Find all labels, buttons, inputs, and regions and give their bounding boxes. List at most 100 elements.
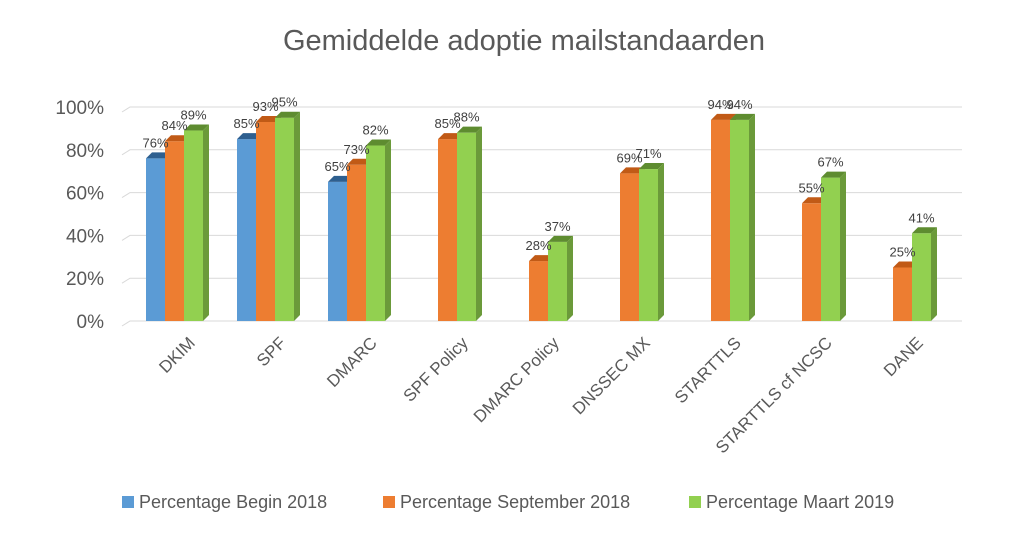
y-tick-label: 20% xyxy=(66,269,104,290)
x-tick-label: DMARC Policy xyxy=(470,333,563,426)
legend-swatch xyxy=(689,496,701,508)
bar-side xyxy=(203,124,209,321)
data-label: 93% xyxy=(252,99,278,114)
bar-front xyxy=(548,241,567,321)
bar-side xyxy=(476,126,482,322)
data-label: 76% xyxy=(142,135,168,150)
bar-front xyxy=(146,158,165,321)
bar-front xyxy=(366,145,385,321)
bar-top xyxy=(730,113,755,120)
data-label: 65% xyxy=(324,159,350,174)
bar xyxy=(730,113,755,321)
data-label: 94% xyxy=(707,97,733,112)
legend-swatch xyxy=(383,496,395,508)
bar-top xyxy=(256,115,281,122)
bar-top xyxy=(237,133,262,140)
bar-front xyxy=(184,130,203,321)
x-tick-label: DNSSEC MX xyxy=(569,333,654,418)
bar-top xyxy=(620,167,645,174)
bar xyxy=(821,171,846,321)
legend-label: Percentage Begin 2018 xyxy=(139,492,327,512)
bar-top xyxy=(711,113,736,120)
bar-front xyxy=(620,173,639,321)
legend-label: Percentage Maart 2019 xyxy=(706,492,894,512)
bar-top xyxy=(912,227,937,234)
data-label: 25% xyxy=(889,245,915,260)
bar-top xyxy=(893,261,918,268)
bar-top xyxy=(802,197,827,204)
bar-front xyxy=(912,233,931,321)
gridline xyxy=(121,192,962,199)
gridline xyxy=(121,234,962,241)
bar-front xyxy=(165,141,184,321)
legend: Percentage Begin 2018 Percentage Septembe… xyxy=(122,492,894,512)
bar-top xyxy=(184,124,209,131)
gridline xyxy=(121,149,962,156)
data-label: 67% xyxy=(817,155,843,170)
x-tick-label: STARTTLS xyxy=(671,333,745,407)
bar xyxy=(366,139,391,321)
data-label: 85% xyxy=(434,116,460,131)
bar-side xyxy=(294,111,300,321)
bar-top xyxy=(146,152,171,159)
bar-side xyxy=(840,171,846,321)
bar-side xyxy=(749,113,755,321)
bar xyxy=(639,163,664,321)
bar-front xyxy=(256,121,275,321)
data-label: 28% xyxy=(525,238,551,253)
bar-front xyxy=(730,119,749,321)
data-label: 94% xyxy=(726,97,752,112)
gridlines xyxy=(121,106,962,327)
x-tick-label: SPF Policy xyxy=(400,333,473,406)
bar-top xyxy=(639,163,664,170)
bar-top xyxy=(438,133,463,140)
bar-top xyxy=(275,111,300,118)
bar-front xyxy=(529,261,548,321)
bar-top xyxy=(457,126,482,133)
legend-item: Percentage Begin 2018 xyxy=(122,492,327,512)
data-label: 73% xyxy=(343,142,369,157)
gridline xyxy=(121,277,962,284)
bar-top xyxy=(548,235,573,242)
legend-item: Percentage Maart 2019 xyxy=(689,492,894,512)
data-label: 71% xyxy=(635,146,661,161)
bar-front xyxy=(457,132,476,321)
bar-front xyxy=(328,181,347,321)
bar-front xyxy=(802,203,821,321)
bar-front xyxy=(893,267,912,321)
bar-side xyxy=(931,227,937,321)
data-label: 41% xyxy=(908,210,934,225)
bar-front xyxy=(347,164,366,321)
data-label: 85% xyxy=(233,116,259,131)
data-label: 84% xyxy=(161,118,187,133)
legend-item: Percentage September 2018 xyxy=(383,492,630,512)
bar xyxy=(912,227,937,321)
bar-top xyxy=(328,175,353,182)
bar-top xyxy=(366,139,391,146)
y-tick-label: 0% xyxy=(77,312,105,333)
x-tick-label: DMARC xyxy=(323,333,381,391)
bar-front xyxy=(275,117,294,321)
gridline xyxy=(121,320,962,327)
data-label: 82% xyxy=(362,123,388,138)
x-tick-label: DANE xyxy=(880,333,927,380)
y-tick-label: 60% xyxy=(66,184,104,205)
bar-side xyxy=(658,163,664,321)
data-label: 69% xyxy=(616,150,642,165)
bar-side xyxy=(567,235,573,321)
bar-front xyxy=(639,169,658,321)
bar-top xyxy=(165,135,190,142)
data-label: 95% xyxy=(271,95,297,110)
chart-title: Gemiddelde adoptie mailstandaarden xyxy=(283,25,765,57)
y-tick-label: 100% xyxy=(55,98,104,119)
bar-top xyxy=(821,171,846,178)
data-labels: 76%84%89%85%93%95%65%73%82% 85%88%28%37%6… xyxy=(142,95,934,260)
y-axis-ticks: 0% 20% 40% 60% 80% 100% xyxy=(55,98,104,333)
legend-label: Percentage September 2018 xyxy=(400,492,630,512)
bar xyxy=(184,124,209,321)
bar-front xyxy=(237,139,256,321)
bar xyxy=(275,111,300,321)
legend-swatch xyxy=(122,496,134,508)
